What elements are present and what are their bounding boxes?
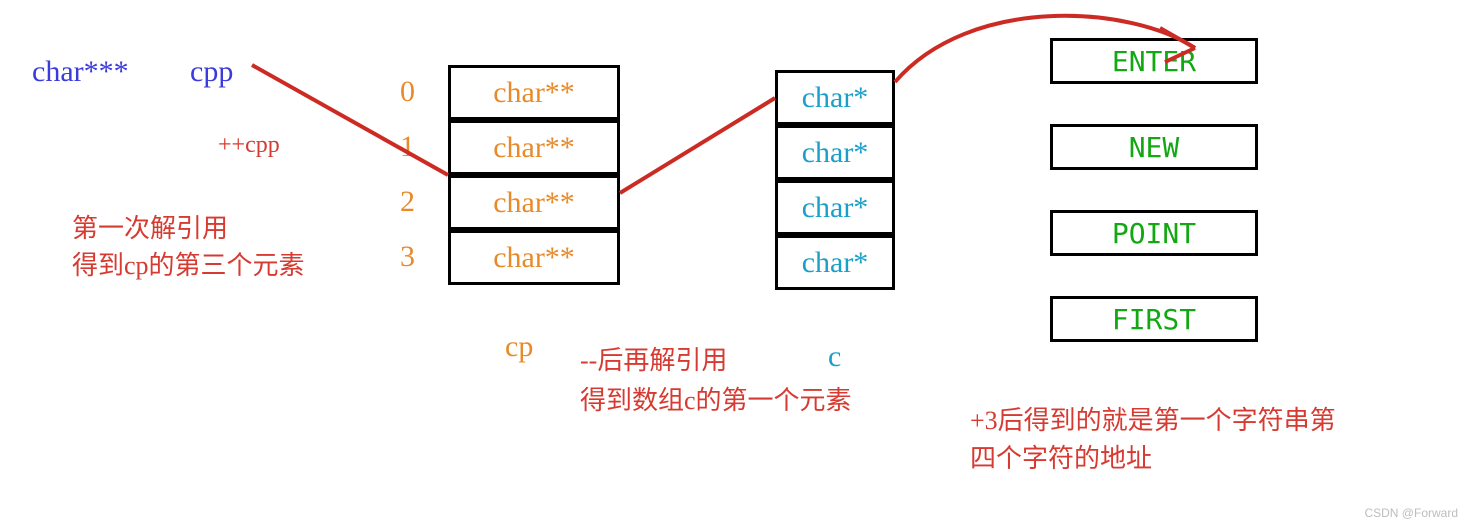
explain-c-line1: --后再解引用 [580, 340, 727, 377]
c-cell-2: char* [775, 180, 895, 235]
result-cell-point-text: POINT [1112, 217, 1196, 250]
cp-cell-2-text: char** [493, 186, 575, 220]
explain-c-line2: 得到数组c的第一个元素 [580, 380, 852, 417]
result-cell-first: FIRST [1050, 296, 1258, 342]
cp-cell-0: char** [448, 65, 620, 120]
cp-idx-0: 0 [400, 75, 415, 109]
cp-cell-1-text: char** [493, 131, 575, 165]
explain-result-line1: +3后得到的就是第一个字符串第 [970, 400, 1336, 437]
result-cell-new-text: NEW [1129, 131, 1180, 164]
c-cell-1-text: char* [802, 136, 869, 170]
explain-result-line2: 四个字符的地址 [970, 438, 1152, 475]
result-cell-enter: ENTER [1050, 38, 1258, 84]
result-cell-point: POINT [1050, 210, 1258, 256]
cp-cell-2: char** [448, 175, 620, 230]
c-cell-3: char* [775, 235, 895, 290]
cp-cell-0-text: char** [493, 76, 575, 110]
c-cell-0-text: char* [802, 81, 869, 115]
c-cell-3-text: char* [802, 246, 869, 280]
cp-idx-1: 1 [400, 130, 415, 164]
watermark: CSDN @Forward [1364, 506, 1458, 520]
cpp-label: cpp [190, 55, 233, 89]
char-triple-label: char*** [32, 55, 129, 89]
explain-cp-line1: 第一次解引用 [72, 208, 228, 245]
result-cell-first-text: FIRST [1112, 303, 1196, 336]
result-cell-enter-text: ENTER [1112, 45, 1196, 78]
c-name: c [828, 340, 841, 374]
cp-idx-2: 2 [400, 185, 415, 219]
c-cell-2-text: char* [802, 191, 869, 225]
result-cell-new: NEW [1050, 124, 1258, 170]
c-cell-1: char* [775, 125, 895, 180]
incr-cpp: ++cpp [218, 132, 280, 159]
arrow-cpp-to-cp [252, 65, 448, 175]
cp-cell-3: char** [448, 230, 620, 285]
c-cell-0: char* [775, 70, 895, 125]
cp-name: cp [505, 330, 533, 364]
arrow-cp-to-c [620, 98, 775, 193]
cp-cell-1: char** [448, 120, 620, 175]
cp-idx-3: 3 [400, 240, 415, 274]
cp-cell-3-text: char** [493, 241, 575, 275]
explain-cp-line2: 得到cp的第三个元素 [72, 245, 305, 282]
